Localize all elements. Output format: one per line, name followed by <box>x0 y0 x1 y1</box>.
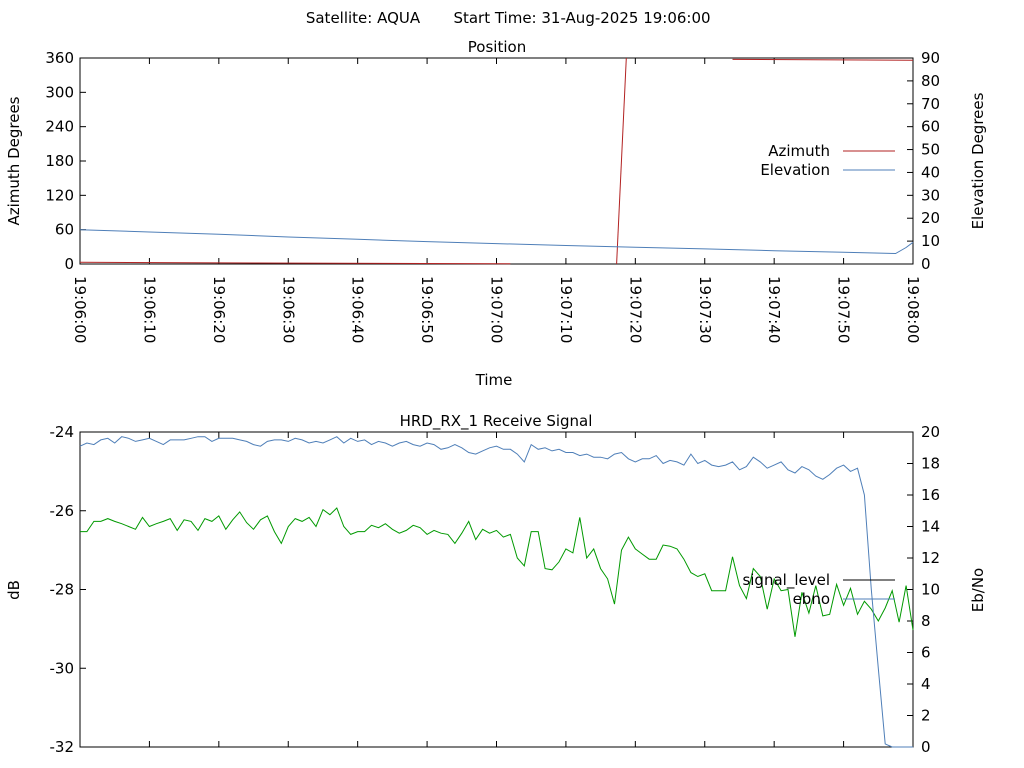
series-line-signal-level <box>80 507 914 637</box>
position-x-tick-label: 19:06:10 <box>140 276 158 343</box>
position-x-tick-label: 19:06:30 <box>279 276 297 343</box>
position-x-tick-label: 19:06:20 <box>210 276 228 343</box>
signal-y2-tick-label: 16 <box>921 486 940 504</box>
position-x-tick-label: 19:07:00 <box>488 276 506 343</box>
position-y2-tick-label: 90 <box>921 49 940 67</box>
position-y2-tick-label: 20 <box>921 209 940 227</box>
position-y2-tick-label: 50 <box>921 141 940 159</box>
legend-label-elevation: Elevation <box>760 161 830 179</box>
position-chart-title: Position <box>468 38 526 56</box>
position-y-tick-label: 120 <box>45 186 74 204</box>
position-y-tick-label: 360 <box>45 49 74 67</box>
signal-y-tick-label: -30 <box>50 659 75 677</box>
signal-y2-tick-label: 20 <box>921 423 940 441</box>
position-y2-axis-label: Elevation Degrees <box>969 92 987 229</box>
position-x-tick-label: 19:07:20 <box>626 276 644 343</box>
position-x-axis-label: Time <box>475 371 513 389</box>
signal-y2-tick-label: 8 <box>921 612 931 630</box>
position-y-tick-label: 0 <box>64 255 74 273</box>
position-x-tick-label: 19:06:00 <box>71 276 89 343</box>
signal-y2-tick-label: 4 <box>921 675 931 693</box>
position-chart: Position Azimuth Degrees Elevation Degre… <box>5 38 987 389</box>
signal-y2-axis-label: Eb/No <box>969 568 987 612</box>
signal-y-tick-label: -28 <box>50 581 75 599</box>
position-y2-tick-label: 10 <box>921 232 940 250</box>
series-line-elevation <box>79 229 914 255</box>
series-line-azimuth <box>616 57 627 265</box>
position-y-tick-label: 300 <box>45 83 74 101</box>
position-y2-tick-label: 70 <box>921 95 940 113</box>
signal-chart: HRD_RX_1 Receive Signal dB Eb/No -24-26-… <box>5 412 987 756</box>
signal-y2-tick-label: 18 <box>921 455 940 473</box>
start-time-label: Start Time: 31-Aug-2025 19:06:00 <box>453 9 710 27</box>
position-x-tick-label: 19:07:50 <box>835 276 853 343</box>
position-y2-tick-label: 40 <box>921 163 940 181</box>
signal-y2-tick-label: 14 <box>921 518 940 536</box>
position-x-tick-label: 19:06:40 <box>349 276 367 343</box>
signal-y-tick-label: -24 <box>50 423 75 441</box>
position-x-tick-label: 19:07:30 <box>696 276 714 343</box>
position-y-tick-label: 240 <box>45 118 74 136</box>
position-series <box>79 57 914 265</box>
series-line-ebno <box>79 436 913 748</box>
signal-legend: signal_level ebno <box>742 571 895 608</box>
signal-y2-tick-label: 0 <box>921 738 931 756</box>
series-line-azimuth <box>732 58 914 61</box>
position-axes: 0 60 120 180 240 300 360 0 10 20 30 40 50 60 70 80 90 19:… <box>45 49 940 343</box>
position-x-tick-label: 19:08:00 <box>904 276 922 343</box>
series-line-azimuth <box>79 261 511 265</box>
position-legend: Azimuth Elevation <box>760 142 895 179</box>
legend-label-signal-level: signal_level <box>742 571 830 590</box>
signal-y2-tick-label: 2 <box>921 707 931 725</box>
legend-label-ebno: ebno <box>793 590 830 608</box>
signal-y-tick-label: -26 <box>50 502 75 520</box>
signal-chart-title: HRD_RX_1 Receive Signal <box>400 412 593 431</box>
legend-label-azimuth: Azimuth <box>768 142 830 160</box>
position-y2-tick-label: 30 <box>921 186 940 204</box>
position-y2-tick-label: 80 <box>921 72 940 90</box>
signal-y2-tick-label: 6 <box>921 644 931 662</box>
position-y2-tick-label: 60 <box>921 118 940 136</box>
signal-y2-tick-label: 10 <box>921 581 940 599</box>
signal-y-tick-label: -32 <box>50 738 75 756</box>
position-y2-tick-label: 0 <box>921 255 931 273</box>
position-y-tick-label: 180 <box>45 152 74 170</box>
position-y-tick-label: 60 <box>55 221 74 239</box>
position-y-axis-label: Azimuth Degrees <box>5 96 23 225</box>
position-x-tick-label: 19:06:50 <box>418 276 436 343</box>
signal-y-axis-label: dB <box>5 580 23 600</box>
signal-axes: -24 -26 -28 -30 -32 0 2 4 6 8 10 12 14 16 18 20 <box>50 423 941 756</box>
signal-y2-tick-label: 12 <box>921 549 940 567</box>
satellite-label: Satellite: AQUA <box>306 9 421 27</box>
signal-series <box>79 436 914 748</box>
position-x-tick-label: 19:07:10 <box>557 276 575 343</box>
position-x-tick-label: 19:07:40 <box>765 276 783 343</box>
